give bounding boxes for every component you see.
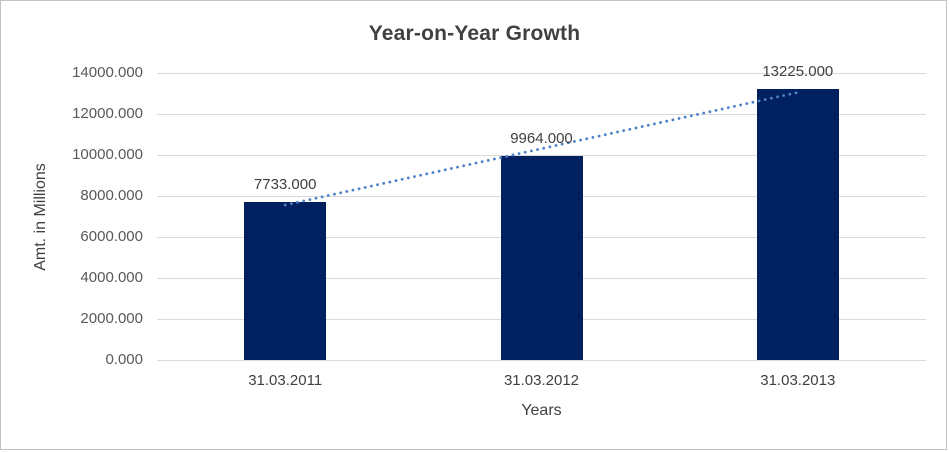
gridline [157, 360, 926, 361]
data-label: 13225.000 [762, 62, 834, 80]
y-axis-tick-label: 14000.000 [72, 64, 143, 81]
bar [500, 155, 583, 360]
y-axis-tick-label: 10000.000 [72, 146, 143, 163]
x-axis-category-label: 31.03.2013 [760, 372, 836, 389]
y-axis-tick-label: 0.000 [105, 351, 143, 368]
y-axis-tick-label: 2000.000 [80, 310, 143, 327]
y-axis-tick-label: 6000.000 [80, 228, 143, 245]
x-axis-title: Years [521, 402, 562, 419]
x-axis-category-label: 31.03.2012 [503, 372, 580, 389]
bar [244, 201, 327, 360]
x-axis-category-label: 31.03.2011 [248, 372, 323, 389]
gridline [157, 73, 926, 74]
data-label: 9964.000 [510, 129, 573, 147]
bar [756, 88, 839, 360]
y-axis-tick-label: 4000.000 [80, 269, 143, 286]
y-axis-tick-label: 12000.000 [72, 105, 143, 122]
y-axis-title: Amt. in Millions [32, 163, 49, 271]
y-axis-tick-label: 8000.000 [80, 187, 143, 204]
data-label: 7733.000 [253, 175, 317, 193]
chart-title: Year-on-Year Growth [368, 22, 581, 45]
